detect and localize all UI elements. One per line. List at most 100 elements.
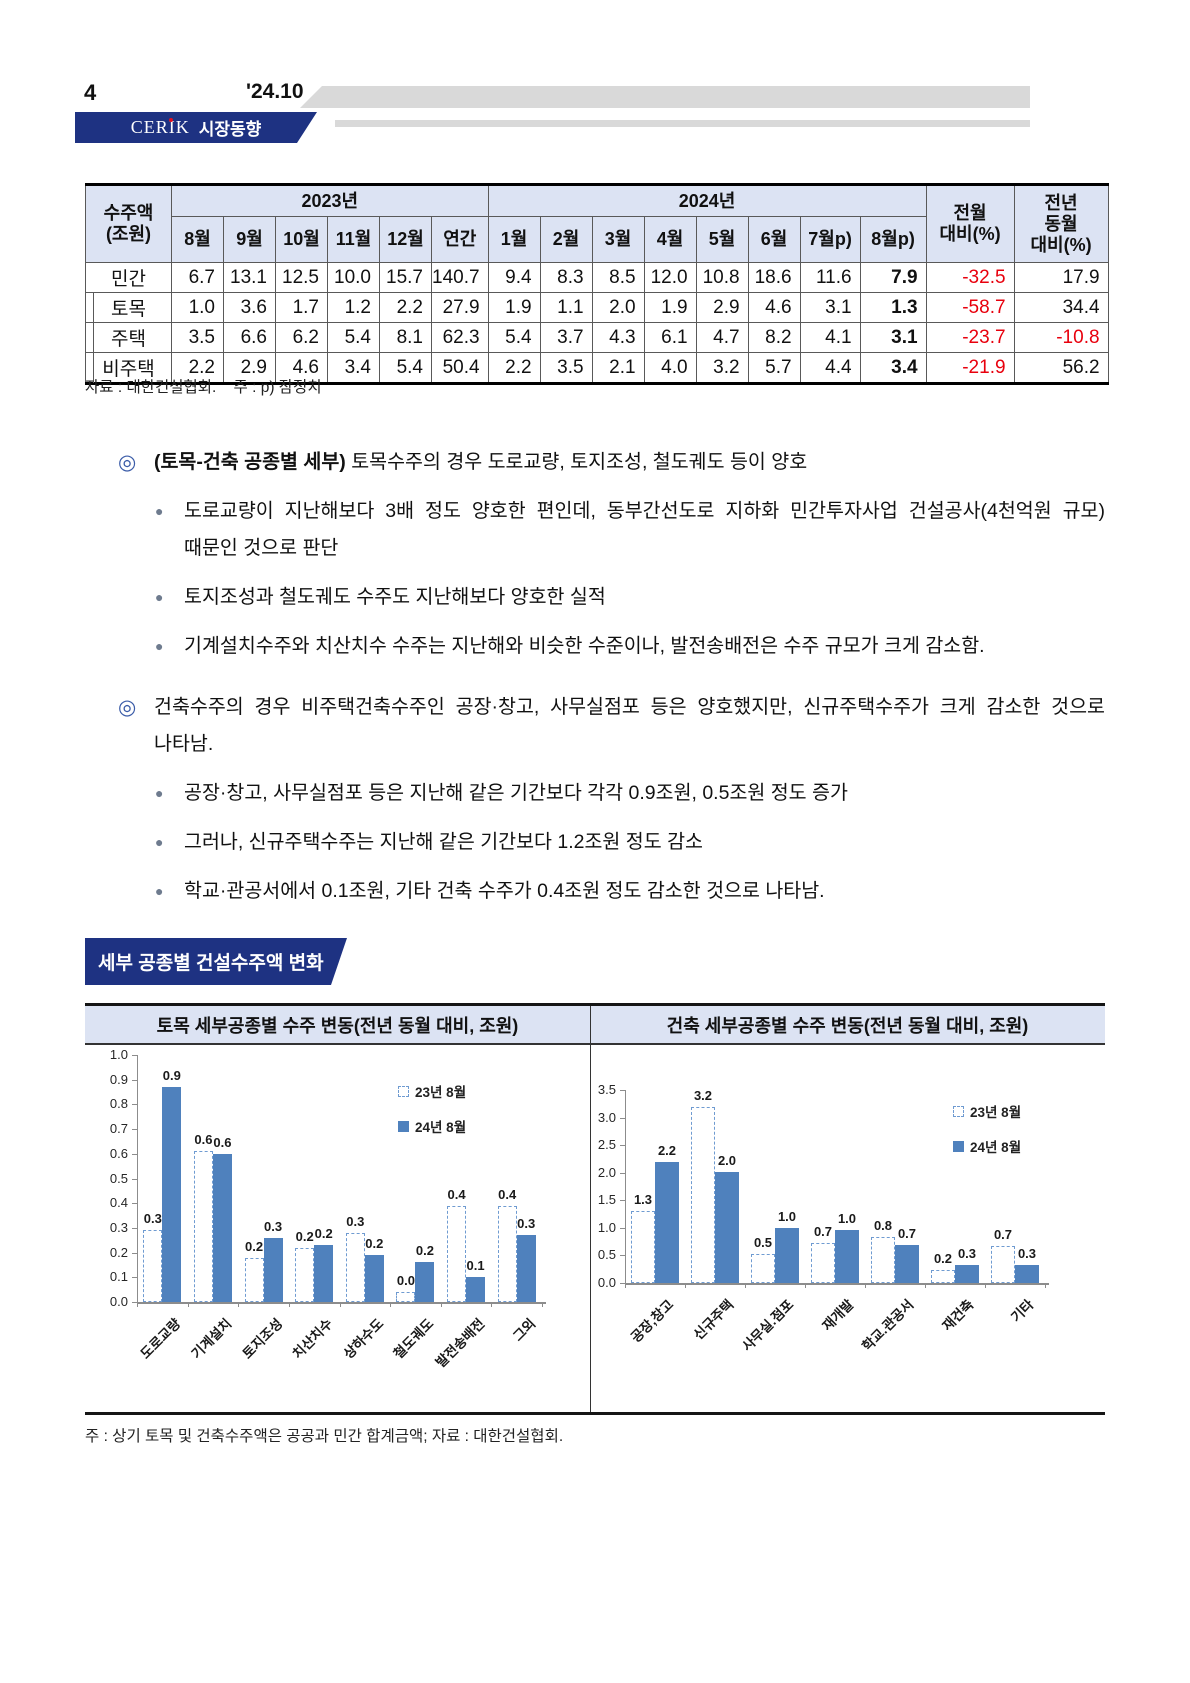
y-tick-mark — [620, 1283, 625, 1284]
value-cell: 4.4 — [799, 352, 861, 384]
bullet-text: 기계설치수주와 치산치수 수주는 지난해와 비슷한 수준이나, 발전송배전은 수… — [184, 635, 985, 657]
y-tick-label: 2.0 — [597, 1164, 616, 1180]
header-gray-bar — [300, 86, 1030, 108]
y-tick-mark — [620, 1145, 625, 1147]
y-tick-mark — [620, 1117, 625, 1119]
month-header: 7월p) — [799, 216, 861, 263]
y-tick-mark — [132, 1153, 137, 1155]
legend-item: 24년 8월 — [953, 1136, 1021, 1156]
row-label: 민간 — [85, 262, 172, 293]
dot-bullet-icon: ● — [155, 883, 164, 899]
y-tick-mark — [620, 1227, 625, 1229]
y-tick-label: 1.0 — [597, 1219, 616, 1235]
yoy-cell: -10.8 — [1013, 322, 1109, 353]
page-date: '24.10 — [246, 80, 304, 103]
bar-value-label: 0.2 — [415, 1243, 434, 1259]
legend-swatch-solid-icon — [398, 1120, 409, 1132]
bullet-item: ● 공장·창고, 사무실점포 등은 지난해 같은 기간보다 각각 0.9조원, 0… — [155, 775, 1105, 812]
value-cell: 8.1 — [379, 322, 432, 353]
x-tick-mark — [390, 1302, 392, 1307]
table-row: 토목 1.0 3.6 1.7 1.2 2.2 27.9 1.9 1.1 2.0 1.9 2.9 4.6 3… — [85, 292, 1109, 324]
value-cell: 6.7 — [171, 262, 224, 293]
double-circle-bullet-icon: ◎ — [118, 451, 137, 474]
value-cell: 3.4 — [327, 352, 380, 384]
mom-cell: -23.7 — [925, 322, 1015, 353]
bar-value-label: 0.4 — [447, 1186, 466, 1202]
value-cell: 1.9 — [487, 292, 541, 323]
bar-curr-year — [263, 1237, 283, 1302]
mom-cell: -58.7 — [925, 292, 1015, 323]
value-cell: 4.6 — [747, 292, 801, 323]
value-cell: 50.4 — [431, 352, 489, 384]
bullet-text: 학교·관공서에서 0.1조원, 기타 건축 수주가 0.4조원 정도 감소한 것… — [184, 880, 825, 902]
bar-prev-year — [811, 1242, 835, 1283]
value-cell: 2.1 — [591, 352, 645, 384]
month-header: 12월 — [379, 216, 432, 263]
legend-label: 24년 8월 — [415, 1120, 467, 1135]
category-label: 신규주택 — [690, 1296, 737, 1343]
table-source-note: 자료 : 대한건설협회. 주 : p) 잠정치 — [85, 379, 322, 396]
value-cell: 3.1 — [799, 292, 861, 323]
bar-value-label: 0.1 — [466, 1258, 485, 1274]
value-cell: 5.4 — [487, 322, 541, 353]
legend-label: 23년 8월 — [970, 1105, 1022, 1120]
chart-legend: 23년 8월 24년 8월 — [398, 1081, 466, 1136]
bullet-item: ● 도로교량이 지난해보다 3배 정도 양호한 편인데, 동부간선도로 지하화 민… — [155, 493, 1105, 567]
charts-divider — [590, 1006, 591, 1412]
value-cell: 4.6 — [275, 352, 328, 384]
bar-value-label: 1.3 — [633, 1192, 653, 1208]
x-tick-mark — [745, 1283, 746, 1288]
value-cell: 13.1 — [223, 262, 276, 293]
bar-value-label: 0.2 — [295, 1228, 314, 1244]
x-tick-mark — [440, 1302, 442, 1307]
dot-bullet-icon: ● — [155, 834, 164, 850]
y-tick-label: 0.2 — [109, 1244, 128, 1260]
dot-bullet-icon: ● — [155, 589, 164, 605]
value-cell: 6.1 — [643, 322, 697, 353]
mom-cell: -32.5 — [925, 262, 1015, 293]
bar-curr-year — [955, 1264, 979, 1283]
bar-value-label: 0.0 — [396, 1273, 415, 1289]
bar-curr-year — [466, 1277, 486, 1302]
x-axis-line — [625, 1283, 1049, 1285]
value-cell: 8.5 — [591, 262, 645, 293]
yoy-cell: 34.4 — [1013, 292, 1109, 323]
value-cell: 7.9 — [859, 262, 927, 293]
bar-value-label: 0.4 — [498, 1186, 517, 1202]
section-heading-text: 건축수주의 경우 비주택건축수주인 공장·창고, 사무실점포 등은 양호했지만,… — [154, 689, 1105, 763]
yoy-cell: 56.2 — [1013, 352, 1109, 384]
bar-value-label: 0.2 — [365, 1236, 384, 1252]
value-cell: 15.7 — [379, 262, 432, 293]
bar-curr-year — [212, 1153, 232, 1302]
yoy-cell: 17.9 — [1013, 262, 1109, 293]
value-cell: 27.9 — [431, 292, 489, 323]
chart-legend: 23년 8월 24년 8월 — [953, 1101, 1021, 1156]
dot-bullet-icon: ● — [155, 503, 164, 519]
row-label: 주택 — [85, 322, 172, 354]
value-cell: 6.6 — [223, 322, 276, 353]
charts-source-note: 주 : 상기 토목 및 건축수주액은 공공과 민간 합계금액; 자료 : 대한건… — [85, 1428, 564, 1445]
civil-orders-chart: 0.0 0.1 0.2 0.3 0.4 0.5 0.6 0.7 0.8 0.9 1.0 0.3 0.9 도… — [85, 1045, 590, 1412]
bar-value-label: 0.6 — [194, 1132, 213, 1148]
bar-value-label: 0.3 — [264, 1218, 283, 1234]
commentary-section: ◎ (토목-건축 공종별 세부) 토목수주의 경우 도로교량, 토지조성, 철도궤… — [118, 444, 1105, 665]
mom-cell: -21.9 — [925, 352, 1015, 384]
bar-value-label: 0.7 — [993, 1226, 1013, 1242]
brand-logo-text: CERIK — [130, 117, 190, 137]
dot-bullet-icon: ● — [155, 638, 164, 654]
value-cell: 4.3 — [591, 322, 645, 353]
bar-value-label: 0.3 — [1017, 1245, 1037, 1261]
value-cell: 4.1 — [799, 322, 861, 353]
section-heading-rest: 토목수주의 경우 도로교량, 토지조성, 철도궤도 등이 양호 — [345, 451, 808, 473]
y-tick-label: 0.9 — [109, 1071, 128, 1087]
month-header: 1월 — [487, 216, 541, 263]
value-cell: 11.6 — [799, 262, 861, 293]
x-tick-mark — [339, 1302, 341, 1307]
yoy-header: 전년 동월 대비(%) — [1013, 184, 1109, 263]
table-corner-header: 수주액 (조원) — [85, 184, 172, 263]
bar-prev-year — [871, 1237, 895, 1283]
bar-value-label: 0.6 — [213, 1134, 232, 1150]
value-cell: 3.6 — [223, 292, 276, 323]
bar-prev-year — [193, 1151, 213, 1302]
x-tick-mark — [491, 1302, 493, 1307]
